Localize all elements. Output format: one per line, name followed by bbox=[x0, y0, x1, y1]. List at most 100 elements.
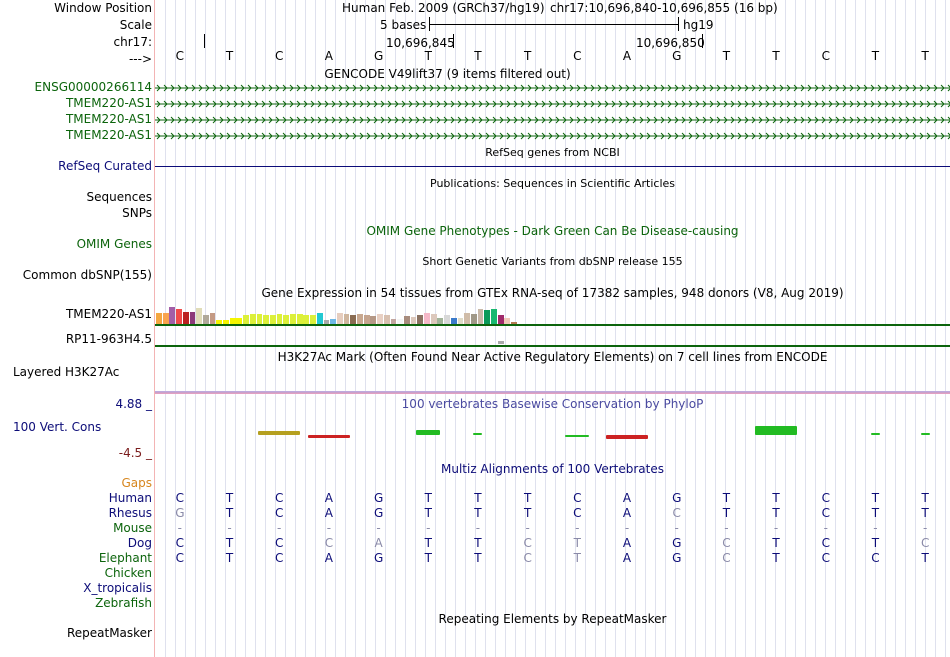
gtex-tissue-bar[interactable] bbox=[477, 309, 484, 324]
gtex-tissue-bar[interactable] bbox=[491, 309, 497, 324]
label-species-rhesus[interactable]: Rhesus bbox=[108, 506, 152, 520]
gtex-tissue-bar[interactable] bbox=[370, 316, 377, 324]
phylop-mark[interactable] bbox=[565, 435, 590, 437]
gtex-tissue-bar[interactable] bbox=[484, 310, 491, 324]
gtex-tissue-bar[interactable] bbox=[511, 322, 517, 324]
gtex-tissue-bar[interactable] bbox=[323, 320, 330, 324]
gene-tmem220-as1-2[interactable] bbox=[155, 113, 950, 127]
gtex-tissue-bar[interactable] bbox=[189, 312, 196, 324]
gtex-tissue-bar[interactable] bbox=[350, 315, 357, 324]
gtex-tissue-bar[interactable] bbox=[470, 314, 477, 324]
phylop-mark[interactable] bbox=[416, 430, 441, 435]
phylop-mark[interactable] bbox=[473, 433, 483, 435]
strand-chevron bbox=[527, 132, 532, 140]
phylop-mark[interactable] bbox=[755, 426, 798, 435]
gtex-tissue-bar[interactable] bbox=[457, 318, 464, 324]
gtex-tissue-bar[interactable] bbox=[263, 315, 270, 324]
gtex-tissue-bar[interactable] bbox=[276, 314, 283, 324]
phylop-mark[interactable] bbox=[307, 435, 350, 438]
gtex-tissue-bar[interactable] bbox=[303, 315, 310, 324]
phylop-mark[interactable] bbox=[606, 435, 649, 439]
label-repeatmasker[interactable]: RepeatMasker bbox=[66, 626, 152, 640]
strand-chevron bbox=[905, 116, 910, 124]
gtex-tissue-bar[interactable] bbox=[202, 315, 209, 324]
label-omim-genes[interactable]: OMIM Genes bbox=[76, 237, 152, 251]
label-species-dog[interactable]: Dog bbox=[127, 536, 152, 550]
refseq-gene-line[interactable] bbox=[155, 166, 950, 167]
gtex-tissue-bar[interactable] bbox=[162, 313, 169, 324]
strand-chevron bbox=[583, 100, 588, 108]
gtex-tissue-bar[interactable] bbox=[316, 313, 323, 324]
h3k27ac-signal[interactable] bbox=[155, 391, 950, 394]
gtex-tissue-bar[interactable] bbox=[403, 316, 410, 324]
label-snps[interactable]: SNPs bbox=[122, 206, 152, 220]
gtex-tissue-bar[interactable] bbox=[310, 315, 316, 324]
browser-track-area[interactable]: Human Feb. 2009 (GRCh37/hg19) chr17:10,6… bbox=[155, 0, 950, 657]
phylop-mark[interactable] bbox=[870, 433, 880, 435]
gtex-tissue-bar[interactable] bbox=[424, 313, 430, 324]
phylop-mark[interactable] bbox=[258, 431, 301, 435]
label-species-x-tropicalis[interactable]: X_tropicalis bbox=[83, 581, 152, 595]
gtex-tissue-bar[interactable] bbox=[283, 315, 290, 324]
gtex-tissue-bar[interactable] bbox=[156, 313, 162, 324]
gtex-tissue-bar[interactable] bbox=[336, 313, 343, 324]
gtex-tissue-bar[interactable] bbox=[330, 319, 337, 324]
gtex-tissue-bar[interactable] bbox=[377, 314, 383, 324]
rhesus-aligned-base: C bbox=[672, 506, 681, 520]
gtex-tissue-bar[interactable] bbox=[363, 315, 370, 324]
label-sequences[interactable]: Sequences bbox=[86, 190, 152, 204]
gtex-tissue-bar[interactable] bbox=[256, 314, 263, 324]
label-vert-cons[interactable]: 100 Vert. Cons bbox=[13, 420, 102, 434]
gtex-tissue-bar[interactable] bbox=[169, 307, 176, 324]
gtex-tissue-bar[interactable] bbox=[357, 314, 363, 324]
gtex-tissue-bar[interactable] bbox=[269, 315, 276, 324]
gene-tmem220-as1-3[interactable] bbox=[155, 129, 950, 143]
gtex-tissue-bar[interactable] bbox=[216, 320, 223, 324]
label-species-zebrafish[interactable]: Zebrafish bbox=[95, 596, 152, 610]
gtex-tissue-bar[interactable] bbox=[450, 318, 457, 324]
gtex-tissue-bar[interactable] bbox=[417, 315, 424, 324]
label-species-mouse[interactable]: Mouse bbox=[113, 521, 152, 535]
gtex-tissue-bar[interactable] bbox=[437, 318, 444, 324]
gtex-tissue-bar[interactable] bbox=[176, 309, 182, 324]
gtex-tissue-bar[interactable] bbox=[430, 314, 437, 324]
gtex-tissue-bar[interactable] bbox=[464, 313, 471, 324]
gtex-tissue-bar[interactable] bbox=[290, 314, 296, 324]
label-gtex-tmem220[interactable]: TMEM220-AS1 bbox=[65, 307, 152, 321]
label-tmem220-3[interactable]: TMEM220-AS1 bbox=[65, 128, 152, 142]
gtex-tissue-bar[interactable] bbox=[229, 318, 236, 324]
gtex-rp11-bar[interactable] bbox=[498, 341, 504, 344]
gtex-tissue-bar[interactable] bbox=[444, 315, 450, 324]
mouse-aligned-base: - bbox=[773, 521, 779, 535]
gene-tmem220-as1-1[interactable] bbox=[155, 97, 950, 111]
gtex-tissue-bar[interactable] bbox=[236, 318, 243, 324]
label-species-chicken[interactable]: Chicken bbox=[104, 566, 152, 580]
label-gtex-rp11[interactable]: RP11-963H4.5 bbox=[65, 332, 152, 346]
gtex-tissue-bar[interactable] bbox=[504, 318, 511, 324]
gtex-tissue-bar[interactable] bbox=[296, 314, 303, 324]
gtex-tissue-bar[interactable] bbox=[397, 319, 404, 324]
phylop-mark[interactable] bbox=[920, 433, 930, 435]
label-tmem220-1[interactable]: TMEM220-AS1 bbox=[65, 96, 152, 110]
gtex-tissue-bar[interactable] bbox=[196, 308, 203, 324]
label-species-elephant[interactable]: Elephant bbox=[98, 551, 152, 565]
gtex-tissue-bar[interactable] bbox=[383, 315, 390, 324]
gtex-tissue-bar[interactable] bbox=[182, 312, 189, 324]
label-refseq-curated[interactable]: RefSeq Curated bbox=[58, 159, 152, 173]
gtex-tissue-bar[interactable] bbox=[410, 317, 417, 324]
human-aligned-base: T bbox=[474, 491, 482, 505]
gtex-tissue-bar[interactable] bbox=[343, 314, 350, 324]
label-ensg[interactable]: ENSG00000266114 bbox=[34, 80, 152, 94]
gtex-tissue-bar[interactable] bbox=[249, 314, 256, 324]
gene-ensg00000266114[interactable] bbox=[155, 81, 950, 95]
dog-aligned-base: A bbox=[374, 536, 383, 550]
gtex-tissue-bar[interactable] bbox=[497, 315, 504, 324]
label-layered-h3k27ac[interactable]: Layered H3K27Ac bbox=[13, 365, 120, 379]
gtex-tissue-bar[interactable] bbox=[209, 313, 216, 324]
label-species-human[interactable]: Human bbox=[108, 491, 152, 505]
label-tmem220-2[interactable]: TMEM220-AS1 bbox=[65, 112, 152, 126]
label-common-dbsnp[interactable]: Common dbSNP(155) bbox=[22, 268, 152, 282]
gtex-tissue-bar[interactable] bbox=[390, 319, 397, 324]
gtex-tissue-bar[interactable] bbox=[223, 320, 229, 324]
gtex-tissue-bar[interactable] bbox=[243, 315, 249, 324]
